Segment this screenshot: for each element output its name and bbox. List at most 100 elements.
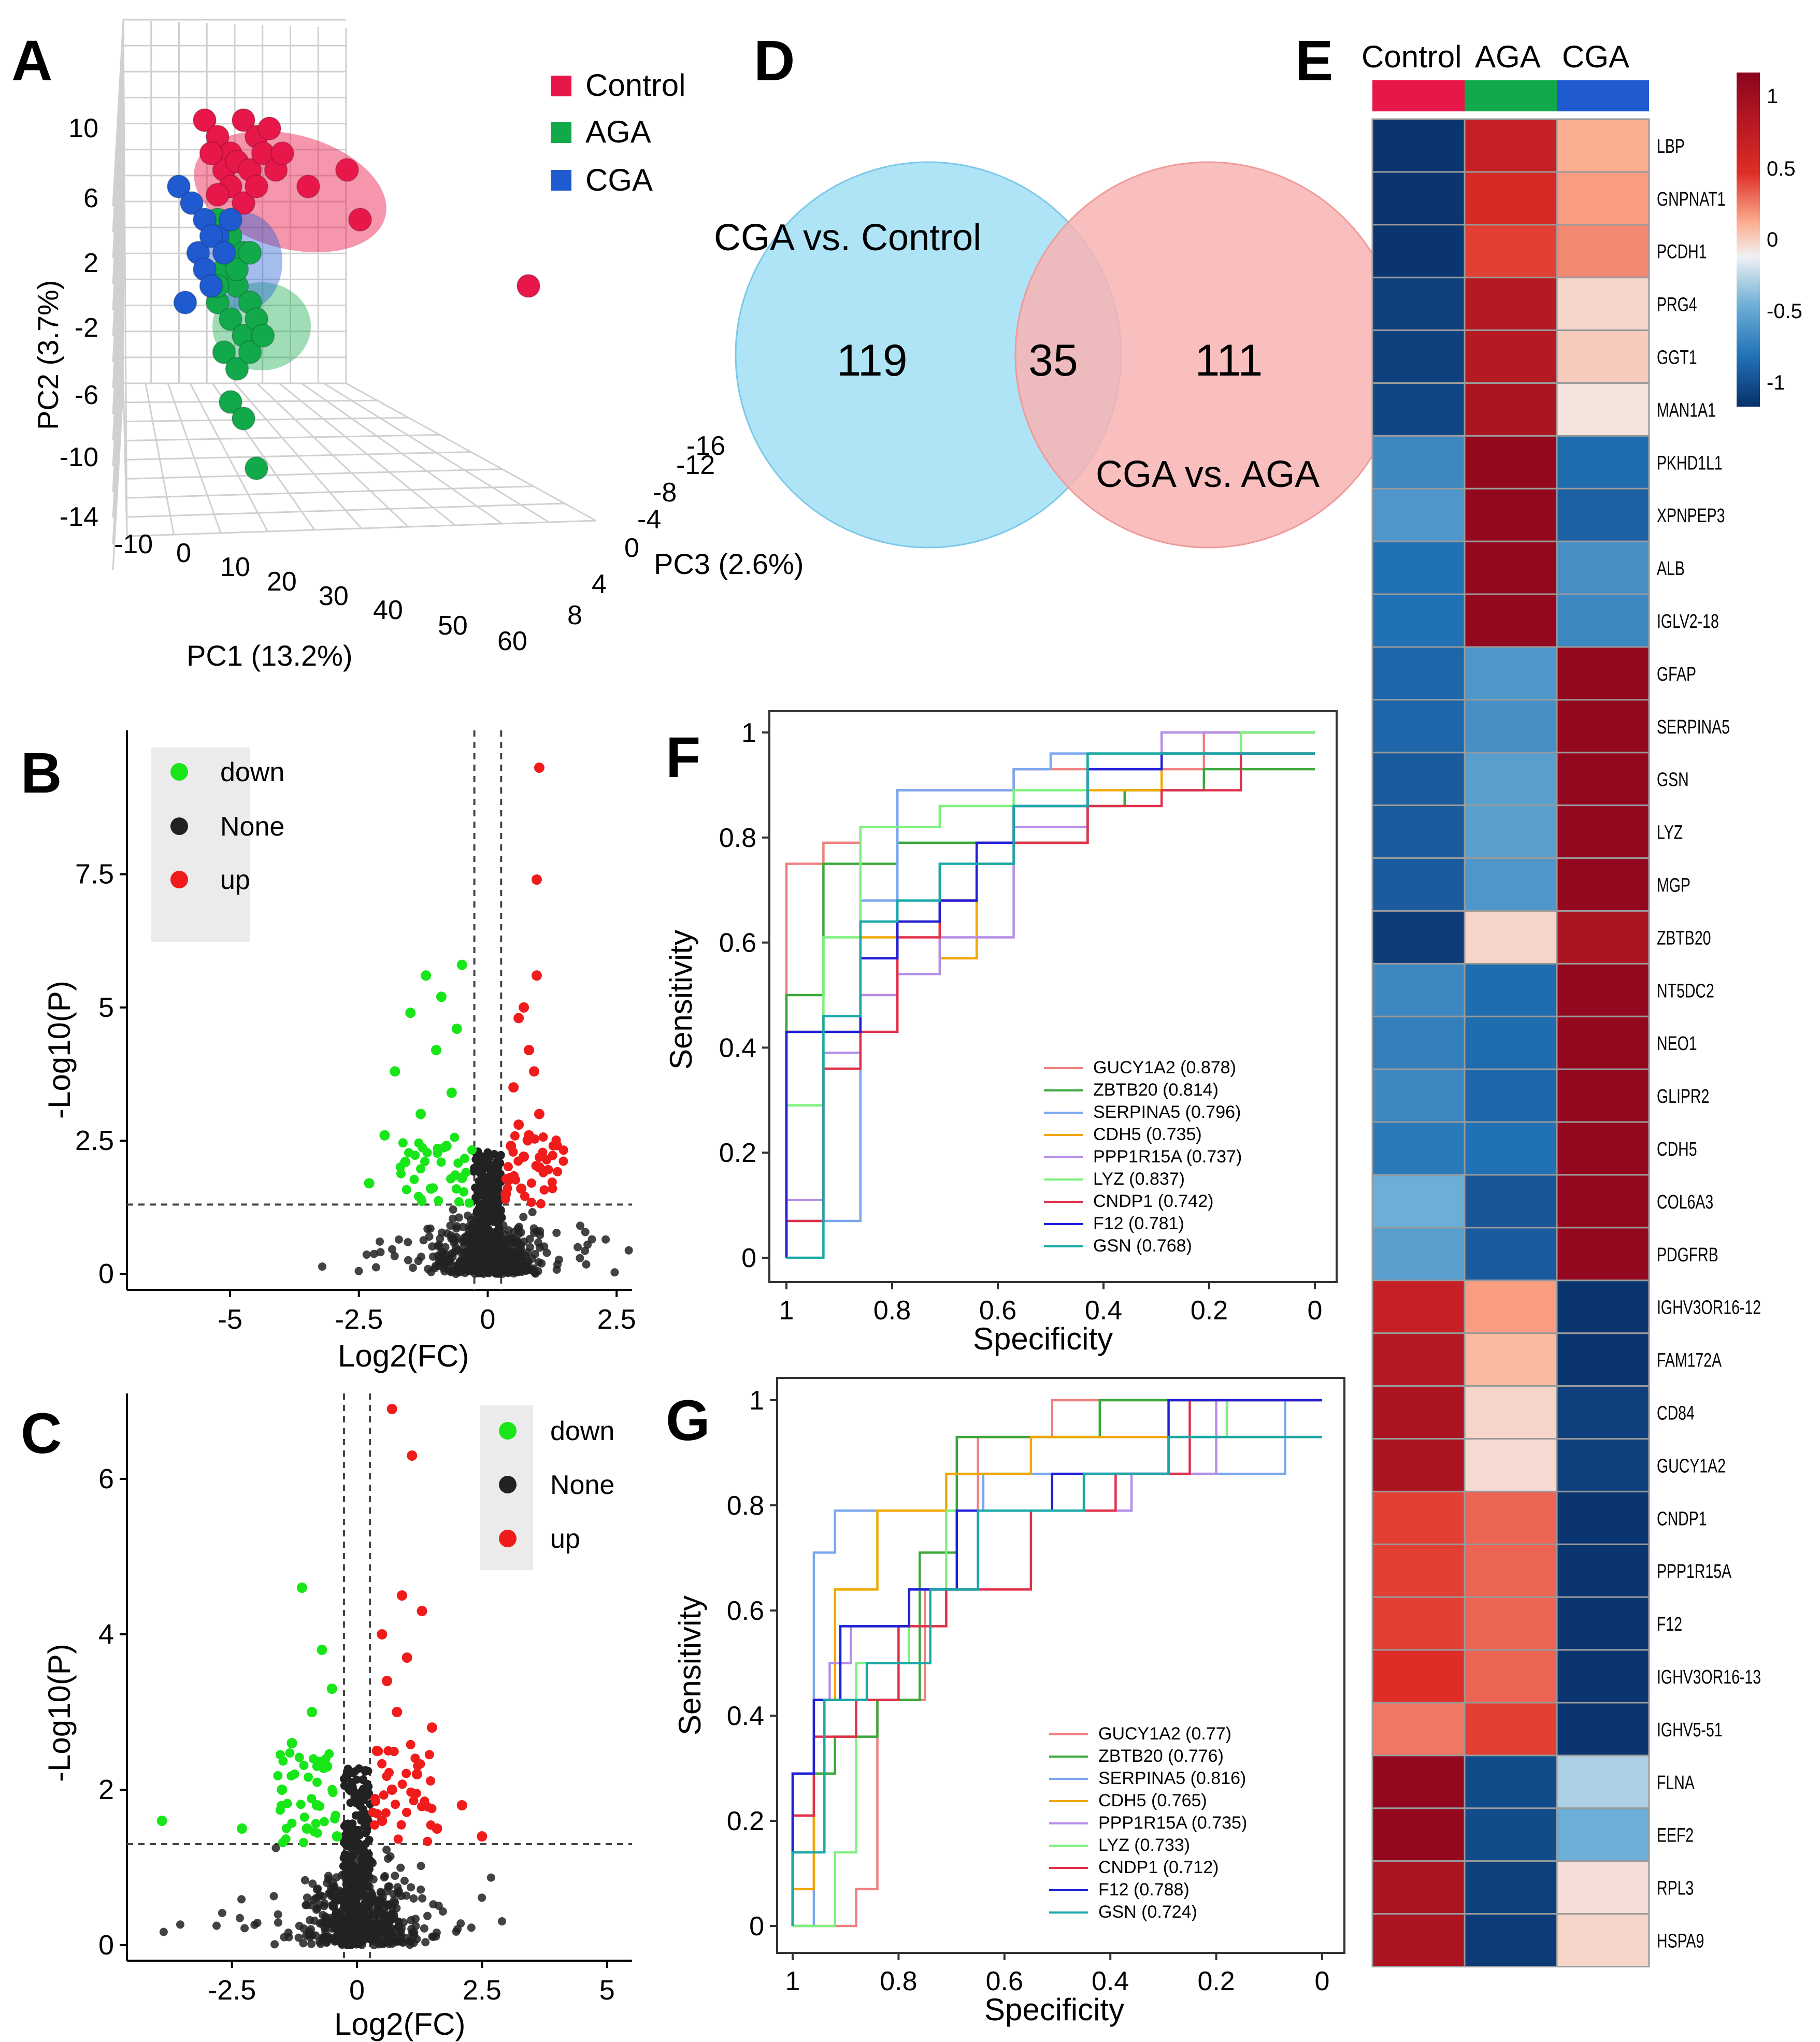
legend-dot-none: [499, 1476, 517, 1493]
pca-xtick: 0: [176, 538, 191, 568]
volcano-point-none: [340, 1850, 349, 1859]
heatmap-cell: [1556, 540, 1650, 595]
roc-curve: [793, 1399, 1322, 1928]
x-tick-label: 0: [1315, 1966, 1330, 1996]
heatmap-row-label: NT5DC2: [1657, 981, 1714, 1002]
legend-label: LYZ (0.733): [1098, 1835, 1190, 1855]
venn-label-right: CGA vs. AGA: [1096, 454, 1320, 495]
volcano-point-none: [542, 1248, 551, 1257]
volcano-point-up: [539, 1185, 549, 1195]
heatmap-row-label: XPNPEP3: [1657, 505, 1725, 527]
panel-letter-e: E: [1295, 29, 1333, 93]
legend-dot-up: [170, 871, 188, 888]
x-tick-label: -2.5: [335, 1304, 383, 1335]
pca-point-cga: [199, 224, 223, 248]
volcano-point-none: [402, 1891, 411, 1900]
plot-frame: [776, 1377, 1345, 1954]
volcano-point-down: [464, 1198, 474, 1208]
volcano-point-none: [471, 1244, 480, 1253]
heatmap-row-label: CDH5: [1657, 1139, 1697, 1160]
volcano-point-none: [357, 1883, 366, 1892]
volcano-point-none: [311, 1894, 320, 1903]
volcano-point-none: [423, 1911, 432, 1920]
volcano-point-up: [513, 1119, 524, 1130]
heatmap-cell: [1464, 540, 1558, 595]
volcano-point-up: [371, 1746, 382, 1756]
volcano-point-none: [361, 1766, 370, 1775]
volcano-point-none: [528, 1208, 537, 1217]
heatmap-row-label: PRG4: [1657, 294, 1697, 316]
volcano-point-down: [379, 1130, 390, 1141]
pca-legend: Control AGA CGA: [551, 68, 685, 197]
volcano-point-none: [574, 1243, 582, 1252]
legend-label: GUCY1A2 (0.77): [1098, 1724, 1231, 1744]
volcano-point-up: [528, 1066, 539, 1077]
legend-label-none: None: [220, 812, 284, 842]
heatmap-row-label: ZBTB20: [1657, 928, 1711, 950]
panel-letter-g: G: [666, 1389, 710, 1453]
roc-f-lines: [785, 731, 1315, 1259]
pca-zlabel: PC3 (2.6%): [654, 548, 804, 580]
y-tick-label: 0.6: [727, 1596, 764, 1626]
panel-e-heatmap: Control AGA CGA LBP GNPNAT1 PCDH1 PRG4 GGT1 M…: [1362, 39, 1802, 1968]
x-tick-label: -2.5: [208, 1975, 256, 2006]
y-tick-label: 0.6: [719, 928, 756, 958]
heatmap-cell: [1464, 435, 1558, 490]
volcano-point-down: [415, 1109, 426, 1119]
heatmap-cell: [1556, 1596, 1650, 1651]
heatmap-cell: [1464, 593, 1558, 648]
pca-point-control: [206, 183, 230, 207]
volcano-point-none: [495, 1206, 504, 1215]
heatmap-cell: [1464, 1121, 1558, 1176]
volcano-point-none: [348, 1768, 357, 1777]
volcano-point-up: [379, 1790, 389, 1800]
x-tick-label: 0.8: [873, 1296, 911, 1326]
volcano-b-points: [318, 763, 633, 1278]
pca-point-aga: [251, 324, 275, 348]
volcano-point-none: [454, 1213, 463, 1222]
x-tick-label: 0.6: [979, 1296, 1016, 1326]
legend-label: F12 (0.781): [1093, 1214, 1184, 1233]
volcano-point-down: [390, 1066, 400, 1077]
volcano-point-down: [454, 1197, 464, 1206]
pca-xtick: 60: [497, 626, 527, 656]
grid-line: [112, 71, 124, 258]
heatmap-cell: [1556, 699, 1650, 754]
heatmap-cell: [1371, 540, 1466, 595]
heatmap-row-label: F12: [1657, 1614, 1682, 1635]
x-tick-label: 0.4: [1085, 1296, 1122, 1326]
pca-ztick: -12: [676, 450, 715, 480]
y-tick-label: 0.8: [727, 1491, 764, 1521]
volcano-point-down: [417, 1197, 427, 1206]
volcano-point-down: [431, 1045, 441, 1056]
heatmap-cell: [1371, 382, 1466, 437]
heatmap-row-label: PKHD1L1: [1657, 453, 1723, 474]
volcano-b-xlabel: Log2(FC): [338, 1339, 469, 1373]
heatmap-row-label: FLNA: [1657, 1772, 1695, 1794]
pca-xtick: -10: [114, 529, 153, 559]
grid-line: [112, 175, 124, 362]
volcano-point-none: [411, 1915, 420, 1923]
panel-d-venn: CGA vs. Control CGA vs. AGA 119 35 111: [714, 161, 1402, 549]
volcano-point-none: [497, 1256, 506, 1265]
colorbar-tick-label: -0.5: [1767, 300, 1802, 323]
volcano-point-none: [349, 1786, 358, 1795]
y-tick-label: 6: [98, 1463, 114, 1494]
venn-count-left: 119: [836, 336, 907, 385]
volcano-point-down: [420, 1157, 430, 1167]
volcano-point-none: [486, 1873, 495, 1882]
volcano-point-none: [409, 1894, 418, 1903]
volcano-point-none: [379, 1924, 388, 1933]
grid-line: [112, 149, 124, 336]
pca-points: [167, 108, 540, 480]
volcano-point-none: [552, 1228, 561, 1237]
heatmap-row-label: GGT1: [1657, 347, 1697, 369]
colorbar-tick-label: -1: [1767, 371, 1785, 394]
grid-line: [112, 331, 124, 518]
volcano-point-none: [340, 1775, 349, 1784]
y-tick-label: 0: [741, 1243, 756, 1273]
venn-count-intersection: 35: [1028, 336, 1078, 385]
grid-line: [112, 357, 124, 544]
volcano-point-down: [456, 959, 467, 970]
volcano-point-none: [417, 1253, 425, 1261]
